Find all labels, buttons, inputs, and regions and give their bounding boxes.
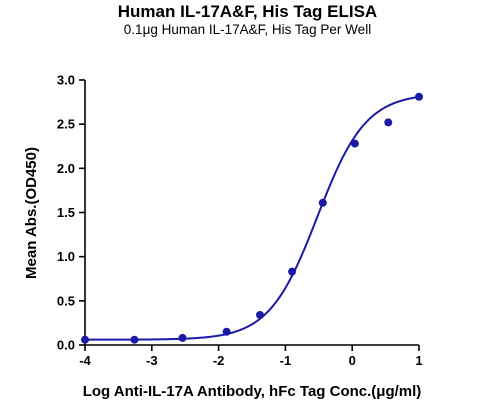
y-tick-label: 2.5 (57, 117, 75, 132)
chart-title: Human IL-17A&F, His Tag ELISA (117, 2, 378, 21)
data-point (384, 118, 393, 127)
data-point (288, 267, 297, 276)
data-point (256, 310, 265, 319)
x-tick-label: -2 (213, 353, 225, 368)
y-tick-label: 0.0 (57, 338, 75, 353)
x-tick-label: -1 (280, 353, 292, 368)
data-point (222, 327, 231, 336)
x-tick-label: 1 (415, 353, 422, 368)
x-tick-label: -4 (79, 353, 91, 368)
data-point (318, 198, 327, 207)
chart-subtitle: 0.1μg Human IL-17A&F, His Tag Per Well (123, 22, 372, 37)
y-axis-title: Mean Abs.(OD450) (23, 147, 40, 279)
data-point (350, 139, 359, 148)
data-point (415, 92, 423, 101)
y-tick-label: 1.0 (57, 249, 75, 264)
data-points-layer (81, 92, 423, 344)
data-point (130, 335, 139, 344)
fit-curve (85, 95, 420, 341)
data-point (178, 333, 187, 342)
axes: 0.0 0.5 1.0 1.5 2.0 2.5 3.0 -4 -3 -2 -1 0 1 (57, 73, 423, 369)
fit-curve-layer (85, 95, 420, 341)
y-tick-label: 0.5 (57, 293, 75, 308)
y-tick-label: 2.0 (57, 161, 75, 176)
x-tick-label: 0 (349, 353, 356, 368)
y-tick-label: 3.0 (57, 73, 75, 88)
data-point (81, 335, 89, 344)
x-tick-label: -3 (146, 353, 158, 368)
y-tick-label: 1.5 (57, 205, 75, 220)
x-axis-title: Log Anti-IL-17A Antibody, hFc Tag Conc.(… (83, 383, 422, 400)
